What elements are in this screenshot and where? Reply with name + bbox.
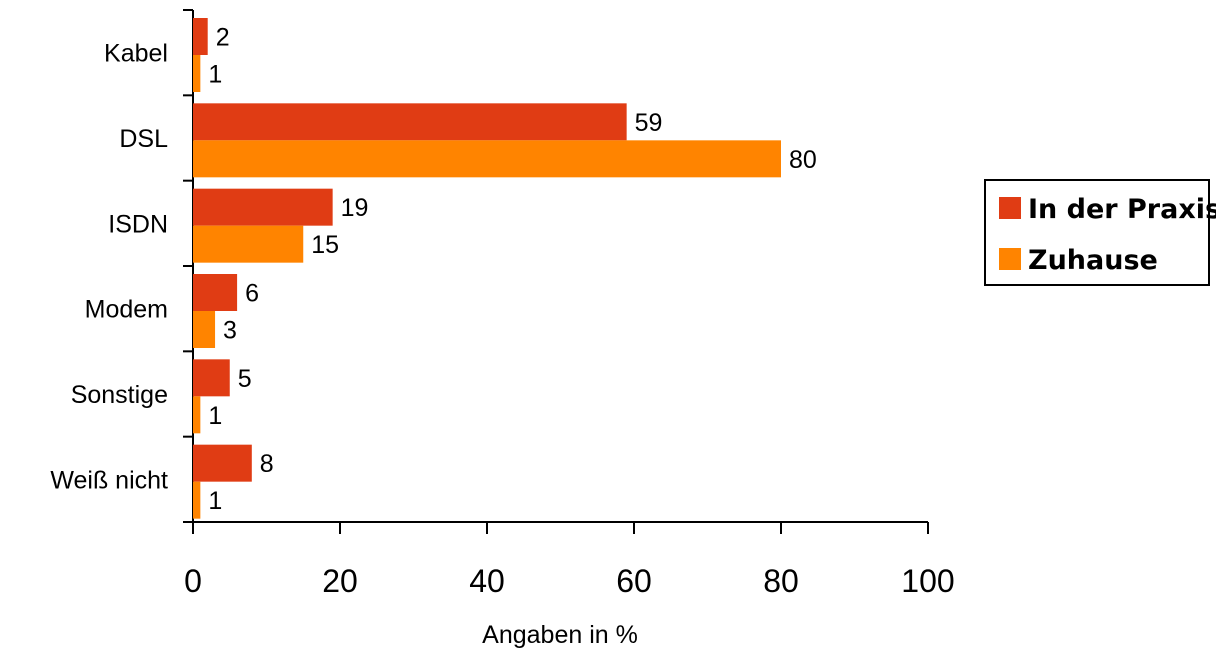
x-tick-label: 0 <box>184 563 202 599</box>
value-label: 1 <box>208 61 222 89</box>
x-tick-label: 20 <box>322 563 358 599</box>
value-label: 1 <box>208 487 222 515</box>
bar-praxis <box>193 18 208 55</box>
value-label: 19 <box>341 194 369 222</box>
axes-group <box>183 9 929 534</box>
value-label: 6 <box>245 280 259 308</box>
value-label: 1 <box>208 402 222 430</box>
category-label: Kabel <box>104 40 168 68</box>
bar-praxis <box>193 444 252 482</box>
value-label: 15 <box>311 231 339 259</box>
bar-zuhause <box>193 55 201 92</box>
legend-swatch-praxis <box>999 197 1021 219</box>
value-label: 8 <box>260 450 274 478</box>
bar-zuhause <box>193 311 216 348</box>
value-label: 2 <box>216 24 230 52</box>
bar-zuhause <box>193 140 781 178</box>
category-label: DSL <box>119 125 168 153</box>
x-tick-label: 60 <box>616 563 652 599</box>
legend-box <box>984 179 1210 286</box>
category-label: Modem <box>85 296 168 324</box>
legend-label-zuhause: Zuhause <box>1028 245 1158 276</box>
bar-zuhause <box>193 225 304 263</box>
legend: In der Praxis Zuhause <box>984 179 1216 286</box>
bar-zuhause <box>193 481 201 519</box>
legend-label-praxis: In der Praxis <box>1028 194 1216 225</box>
category-labels-group: Kabel DSL ISDN Modem Sonstige Weiß nicht <box>50 40 168 495</box>
value-label: 59 <box>635 109 663 137</box>
value-label: 80 <box>789 146 817 174</box>
bar-praxis <box>193 274 238 311</box>
bar-praxis <box>193 188 333 226</box>
category-label: Sonstige <box>71 381 168 409</box>
bars-group <box>193 18 781 519</box>
legend-swatch-zuhause <box>999 248 1021 270</box>
x-tick-label: 100 <box>901 563 954 599</box>
category-label: ISDN <box>108 210 168 238</box>
bar-praxis <box>193 359 230 397</box>
bar-zuhause <box>193 396 201 434</box>
x-tick-label: 80 <box>763 563 799 599</box>
tick-labels-group: 0 20 40 60 80 100 <box>184 563 955 599</box>
bar-praxis <box>193 103 627 141</box>
x-axis-title: Angaben in % <box>482 621 638 649</box>
x-tick-label: 40 <box>469 563 505 599</box>
category-label: Weiß nicht <box>50 466 168 494</box>
value-label: 3 <box>223 317 237 345</box>
value-label: 5 <box>238 365 252 393</box>
